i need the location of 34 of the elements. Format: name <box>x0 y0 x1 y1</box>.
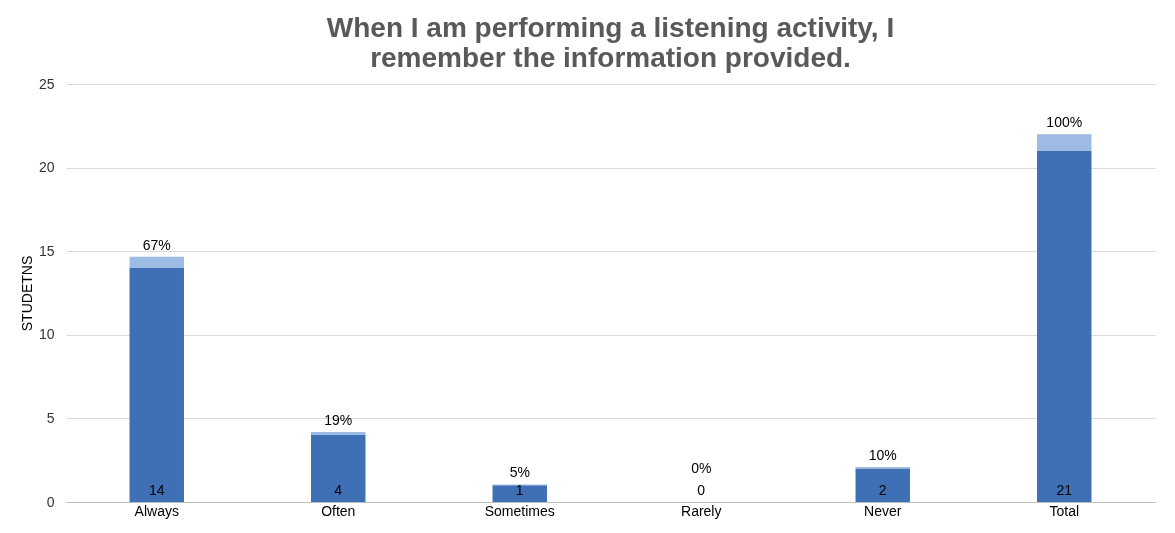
y-tick-label: 0 <box>46 493 55 510</box>
y-tick-label: 15 <box>38 242 55 259</box>
y-tick-label: 10 <box>38 326 55 343</box>
chart-title: When I am performing a listening activity, I remember the information provided. <box>326 12 895 73</box>
x-tick-label: Total <box>1049 502 1080 519</box>
y-axis-title: STUDETNS <box>18 255 35 332</box>
bar <box>129 256 184 268</box>
data-label: 2 <box>878 482 887 498</box>
data-label: 19% <box>324 411 353 428</box>
y-tick-label: 5 <box>46 409 55 426</box>
x-tick-label: Sometimes <box>484 502 555 519</box>
data-label: 1 <box>515 482 524 498</box>
data-label: 0 <box>697 482 706 498</box>
bar <box>311 435 366 502</box>
data-label: 14 <box>148 482 165 498</box>
bar <box>1037 150 1092 502</box>
data-label: 67% <box>142 236 171 253</box>
y-tick-label: 20 <box>38 159 55 176</box>
x-tick-label: Always <box>134 502 179 519</box>
data-label: 21 <box>1056 482 1073 498</box>
data-label: 4 <box>334 482 343 498</box>
data-label: 5% <box>509 464 530 481</box>
x-tick-label: Often <box>321 502 356 519</box>
data-label: 0% <box>691 460 712 476</box>
x-tick-label: Never <box>864 502 902 519</box>
bar <box>311 431 366 436</box>
x-tick-label: Rarely <box>681 502 722 519</box>
bar <box>492 485 547 502</box>
bar <box>1037 134 1092 151</box>
bar <box>855 468 910 502</box>
data-label: 10% <box>868 446 897 463</box>
y-tick-label: 25 <box>38 75 55 92</box>
bar <box>129 267 184 502</box>
data-label: 100% <box>1046 114 1083 131</box>
